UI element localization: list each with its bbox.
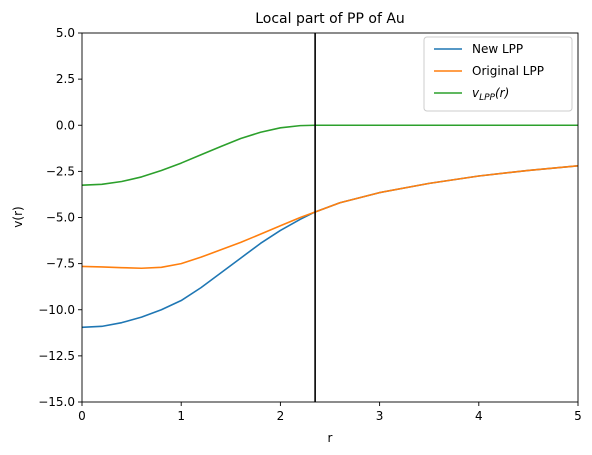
y-tick-label: 0.0 <box>56 118 75 132</box>
x-tick-label: 3 <box>376 409 384 423</box>
x-tick-label: 2 <box>277 409 285 423</box>
x-tick-label: 4 <box>475 409 483 423</box>
legend-label-2: vLPP(r) <box>472 86 509 103</box>
y-axis-label: v(r) <box>11 206 25 227</box>
y-tick-label: −7.5 <box>46 257 75 271</box>
chart-title: Local part of PP of Au <box>255 11 405 27</box>
series-line-1 <box>81 165 579 270</box>
series-line-2 <box>81 124 578 187</box>
y-tick-label: −2.5 <box>46 164 75 178</box>
legend-label-0: New LPP <box>472 42 523 56</box>
x-tick-label: 5 <box>574 409 582 423</box>
y-tick-label: 5.0 <box>56 26 75 40</box>
legend: New LPP Original LPP vLPP(r) <box>423 36 573 112</box>
y-tick-label: −12.5 <box>38 349 75 363</box>
y-tick-label: −15.0 <box>38 395 75 409</box>
x-tick-label: 1 <box>177 409 185 423</box>
x-tick-label: 0 <box>78 409 86 423</box>
y-tick-label: −10.0 <box>38 303 75 317</box>
x-axis-label: r <box>328 431 333 445</box>
series-lines <box>81 33 579 402</box>
axes: 0 1 2 3 4 5 −15.0 −12.5 −10.0 −7.5 −5.0 −2.5 0.0 2.5 5… <box>38 26 582 423</box>
legend-label-1: Original LPP <box>472 64 544 78</box>
y-tick-label: 2.5 <box>56 72 75 86</box>
y-tick-label: −5.0 <box>46 211 75 225</box>
